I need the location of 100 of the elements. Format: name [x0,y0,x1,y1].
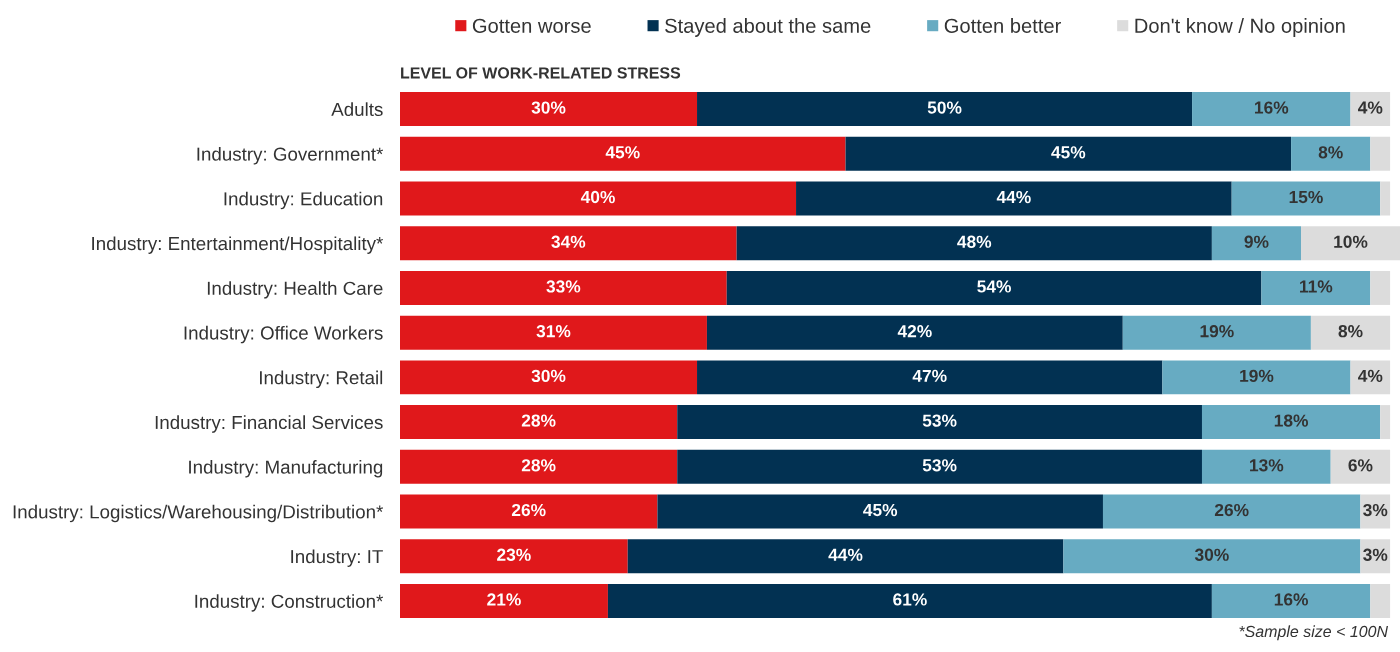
bar [1063,539,1361,574]
bar [627,539,1064,574]
data-label: 4% [1358,369,1383,382]
bar [677,449,1202,484]
bar [400,449,678,484]
bar [400,226,737,261]
data-label: 13% [1250,459,1284,472]
bar [400,315,707,350]
bar [1370,136,1391,171]
data-label: 34% [551,235,586,248]
y-tick-label: Industry: Logistics/Warehousing/Distribution* [13,504,384,523]
data-label: 11% [1300,280,1333,293]
bar [1380,405,1391,440]
legend-label: Stayed about the same [665,18,871,37]
bar [1192,92,1351,127]
data-label: 19% [1200,325,1234,338]
y-tick-label: Industry: Financial Services [155,415,383,433]
data-label: 40% [580,190,615,204]
data-label: 44% [828,548,863,561]
bar [845,136,1292,171]
data-label: 9% [1244,235,1269,248]
bar [1122,315,1311,350]
bar [1211,226,1301,261]
data-label: 6% [1348,459,1373,472]
bar [400,360,698,395]
bar [1310,315,1391,350]
bar [1211,583,1371,618]
data-label: 18% [1274,414,1309,427]
data-label: 8% [1338,325,1363,338]
data-label: 23% [497,548,531,561]
data-label: 45% [605,146,640,159]
bar [1102,494,1361,529]
data-label: 30% [1194,548,1229,561]
data-label: 26% [1214,503,1249,517]
data-label: 16% [1255,101,1289,114]
y-tick-label: Industry: Manufacturing [189,460,383,478]
bar [1261,270,1371,305]
data-label: 45% [1051,146,1086,159]
legend-label: Don't know / No opinion [1135,18,1345,37]
data-label: 47% [912,369,947,382]
y-tick-label: Industry: Health Care [207,281,383,299]
bar [400,494,658,529]
data-label: 15% [1289,190,1323,204]
data-label: 10% [1334,235,1368,248]
data-label: 3% [1363,503,1388,517]
y-tick-label: Industry: Retail [260,370,383,389]
y-tick-label: Industry: Government* [197,147,384,165]
data-label: 50% [927,101,962,114]
data-label: 48% [957,235,992,248]
bar [400,539,628,574]
bar [400,270,727,305]
bar [697,92,1193,127]
bar [1380,181,1391,216]
data-label: 30% [531,369,566,383]
data-label: 16% [1274,593,1309,606]
y-tick-label: Industry: Entertainment/Hospitality* [92,236,384,254]
data-label: 21% [487,593,521,606]
y-tick-label: Adults [331,102,383,117]
bar [400,92,698,127]
bar [1300,226,1400,261]
data-label: 19% [1240,369,1274,383]
data-label: 42% [897,325,932,338]
bar [1330,449,1391,484]
y-tick-label: Industry: Construction* [195,594,384,612]
bar [657,494,1103,529]
bar [1201,449,1331,484]
data-label: 44% [996,190,1031,204]
bar [796,181,1232,216]
data-label: 53% [922,414,957,427]
data-label: 28% [521,459,556,472]
bar [1350,360,1391,395]
y-tick-label: Industry: Office Workers [184,325,383,344]
data-label: 3% [1363,548,1388,561]
bar [400,181,797,216]
bar [607,583,1212,618]
bar [1162,360,1351,395]
data-label: 28% [521,414,556,427]
bar [1231,181,1381,216]
data-label: 30% [531,101,566,114]
legend-label: Gotten worse [472,18,591,33]
data-label: 45% [863,503,898,517]
bar [400,405,678,440]
data-label: 33% [546,280,581,293]
data-label: 8% [1318,146,1343,159]
bar [1291,136,1371,171]
bar [677,405,1202,440]
y-tick-label: Industry: IT [291,549,383,567]
bar [706,315,1123,350]
data-label: 53% [922,459,957,472]
annotation: *Sample size < 100N [1239,625,1389,641]
legend-label: Gotten better [944,18,1061,33]
bar [726,270,1262,305]
bar [736,226,1212,261]
data-label: 31% [536,325,571,338]
bar [1201,405,1381,440]
bar [400,136,846,171]
bar [1370,270,1391,305]
y-tick-label: Industry: Education [224,191,383,210]
data-label: 26% [511,503,546,517]
chart-title: LEVEL OF WORK-RELATED STRESS [401,67,681,79]
